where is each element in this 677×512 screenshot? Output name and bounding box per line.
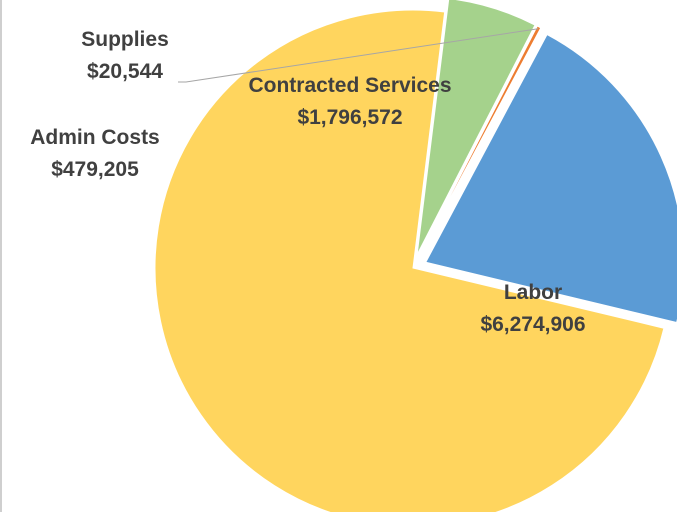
- slice-label-contracted-services: Contracted Services: [248, 74, 451, 97]
- pie-slice-admin-costs: [416, 0, 536, 255]
- pie-slice-contracted-services: [425, 33, 677, 324]
- pie-slice-supplies: [419, 25, 542, 256]
- slice-value-contracted-services: $1,796,572: [297, 106, 402, 129]
- slice-value-admin-costs: $479,205: [51, 158, 139, 181]
- slices-layer: [154, 0, 677, 512]
- leader-lines-layer: [178, 28, 539, 83]
- slice-label-labor: Labor: [504, 281, 562, 304]
- slice-label-admin-costs: Admin Costs: [30, 126, 160, 149]
- labels-layer: Labor $6,274,906 Admin Costs $479,205 Suppli…: [30, 28, 585, 336]
- leader-line-supplies: [178, 28, 539, 83]
- slice-label-supplies: Supplies: [81, 28, 169, 51]
- slice-value-labor: $6,274,906: [480, 313, 585, 336]
- pie-slice-labor: [154, 9, 665, 512]
- left-edge-rule: [0, 0, 2, 512]
- slice-value-supplies: $20,544: [87, 60, 163, 83]
